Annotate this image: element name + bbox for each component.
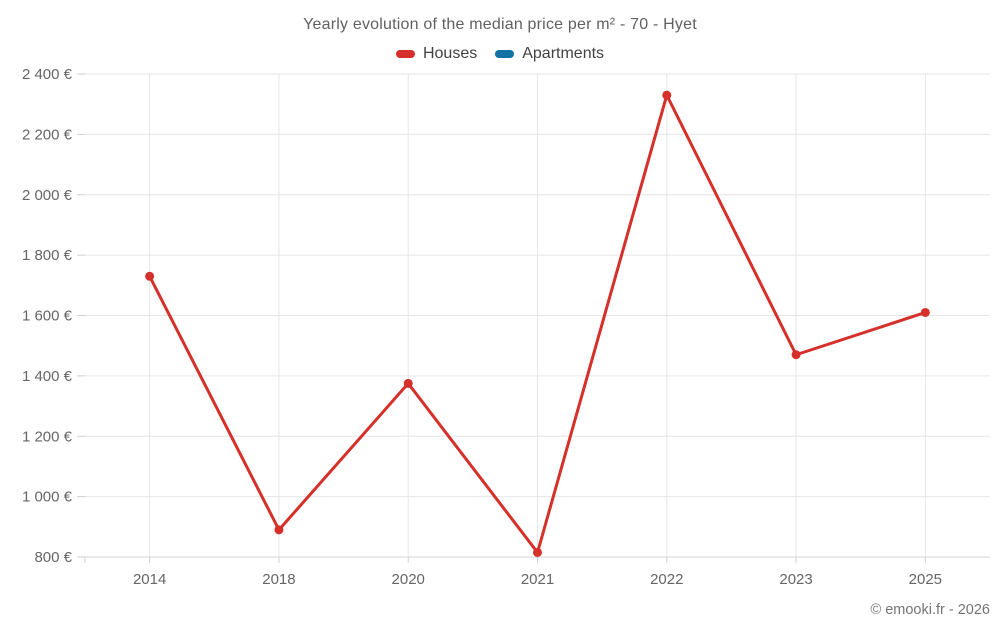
y-tick-label: 2 400 € <box>22 66 73 83</box>
y-tick-label: 1 800 € <box>22 247 73 264</box>
data-point-houses-2018[interactable] <box>274 525 284 535</box>
legend-item-apartments[interactable]: Apartments <box>495 45 604 63</box>
x-tick-label: 2022 <box>650 571 683 588</box>
y-tick-label: 2 000 € <box>22 187 73 204</box>
x-tick-label: 2023 <box>779 571 812 588</box>
legend-item-houses[interactable]: Houses <box>395 45 478 63</box>
data-point-houses-2023[interactable] <box>791 350 801 360</box>
legend-label: Apartments <box>522 45 605 62</box>
y-tick-label: 1 200 € <box>22 428 73 445</box>
legend-swatch-apartments <box>495 50 515 58</box>
data-point-houses-2022[interactable] <box>662 90 672 100</box>
data-point-houses-2014[interactable] <box>145 271 155 281</box>
x-tick-label: 2025 <box>909 571 942 588</box>
legend: Houses Apartments <box>0 45 1000 63</box>
x-tick-label: 2018 <box>262 571 295 588</box>
data-point-houses-2020[interactable] <box>403 378 413 388</box>
x-tick-label: 2021 <box>521 571 554 588</box>
x-tick-label: 2014 <box>133 571 166 588</box>
data-point-houses-2025[interactable] <box>920 307 930 317</box>
x-tick-label: 2020 <box>392 571 425 588</box>
y-tick-label: 1 600 € <box>22 308 73 325</box>
legend-label: Houses <box>422 45 478 62</box>
copyright-footer: © emooki.fr - 2026 <box>870 602 990 618</box>
chart-title: Yearly evolution of the median price per… <box>303 16 697 33</box>
data-point-houses-2021[interactable] <box>533 547 542 557</box>
legend-swatch-houses <box>395 50 415 58</box>
y-tick-label: 1 000 € <box>22 489 73 506</box>
y-tick-label: 2 200 € <box>22 126 73 143</box>
y-tick-label: 800 € <box>34 549 72 566</box>
y-tick-label: 1 400 € <box>22 368 73 385</box>
